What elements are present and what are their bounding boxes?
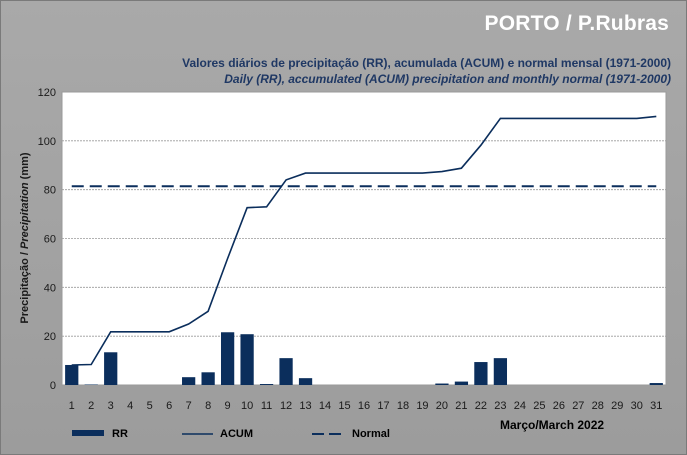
series-lines xyxy=(71,115,657,366)
x-tick-label: 31 xyxy=(650,400,662,412)
y-label-pt: Precipitação / xyxy=(19,249,31,324)
subtitle-english: Daily (RR), accumulated (ACUM) precipita… xyxy=(224,72,671,86)
x-tick-label: 28 xyxy=(592,400,604,412)
x-tick-label: 13 xyxy=(299,400,311,412)
rr-bar xyxy=(240,334,254,385)
x-tick-label: 11 xyxy=(261,400,272,412)
rr-bar xyxy=(279,358,293,385)
subtitle-portuguese: Valores diários de precipitação (RR), ac… xyxy=(182,56,671,70)
x-tick-label: 26 xyxy=(553,400,565,412)
y-tick-label: 0 xyxy=(50,380,56,392)
rr-bar xyxy=(182,377,196,385)
x-tick-label: 19 xyxy=(416,400,428,412)
y-tick-label: 60 xyxy=(44,234,56,246)
rr-bar xyxy=(104,352,118,385)
y-label-unit: (mm) xyxy=(19,152,31,182)
x-tick-label: 15 xyxy=(338,400,350,412)
legend xyxy=(72,430,346,436)
x-tick-label: 5 xyxy=(147,400,153,412)
x-tick-label: 16 xyxy=(358,400,370,412)
rr-bars xyxy=(65,332,663,385)
rr-bar xyxy=(298,378,313,385)
x-tick-label: 22 xyxy=(475,400,487,412)
rr-bar xyxy=(435,383,449,385)
rr-bar xyxy=(493,358,508,385)
y-tick-label: 20 xyxy=(44,331,56,343)
x-tick-label: 17 xyxy=(377,400,389,412)
x-tick-label: 1 xyxy=(69,400,75,412)
rr-bar xyxy=(454,381,469,385)
x-axis-ticks: 1 2 3 4 5 6 7 8 9 10 11 12 13 14 15 16 17 18 19 20 21 22 23 24 2… xyxy=(69,400,663,412)
x-tick-label: 21 xyxy=(455,400,467,412)
x-tick-label: 20 xyxy=(436,400,448,412)
x-tick-label: 3 xyxy=(108,400,114,412)
grid-lines xyxy=(62,140,666,337)
x-tick-label: 9 xyxy=(225,400,231,412)
y-axis-ticks: 0 20 40 60 80 100 120 xyxy=(38,87,56,392)
y-tick-label: 100 xyxy=(38,136,56,148)
x-tick-label: 6 xyxy=(166,400,172,412)
x-tick-label: 2 xyxy=(88,400,94,412)
rr-bar xyxy=(259,384,274,385)
chart-subtitle: Valores diários de precipitação (RR), ac… xyxy=(182,55,671,87)
y-tick-label: 40 xyxy=(44,282,56,294)
legend-acum-label: ACUM xyxy=(220,428,253,440)
x-tick-label: 25 xyxy=(533,400,545,412)
x-axis-label: Março/March 2022 xyxy=(500,418,605,432)
legend-normal-label: Normal xyxy=(352,428,390,440)
x-tick-label: 18 xyxy=(397,400,409,412)
station-title: PORTO / P.Rubras xyxy=(484,12,669,35)
y-label-en: Precipitation xyxy=(19,182,31,249)
acum-line xyxy=(71,115,657,366)
x-tick-label: 10 xyxy=(241,400,253,412)
rr-bar xyxy=(65,364,79,385)
x-tick-label: 24 xyxy=(514,400,526,412)
x-tick-label: 8 xyxy=(205,400,211,412)
legend-rr-label: RR xyxy=(112,428,128,440)
y-tick-label: 80 xyxy=(44,185,56,197)
rr-bar xyxy=(201,372,215,385)
x-tick-label: 27 xyxy=(572,400,584,412)
rr-bar xyxy=(649,383,663,385)
rr-bar xyxy=(474,362,488,385)
rr-bar xyxy=(220,332,235,385)
x-tick-label: 7 xyxy=(186,400,192,412)
x-tick-label: 4 xyxy=(127,400,133,412)
x-tick-label: 23 xyxy=(494,400,506,412)
x-tick-label: 14 xyxy=(319,400,331,412)
x-tick-label: 12 xyxy=(280,400,292,412)
x-tick-label: 30 xyxy=(631,400,643,412)
y-axis-label: Precipitação / Precipitation (mm) xyxy=(19,152,31,323)
y-tick-label: 120 xyxy=(38,87,56,99)
legend-rr-swatch xyxy=(72,430,104,436)
x-tick-label: 29 xyxy=(611,400,623,412)
